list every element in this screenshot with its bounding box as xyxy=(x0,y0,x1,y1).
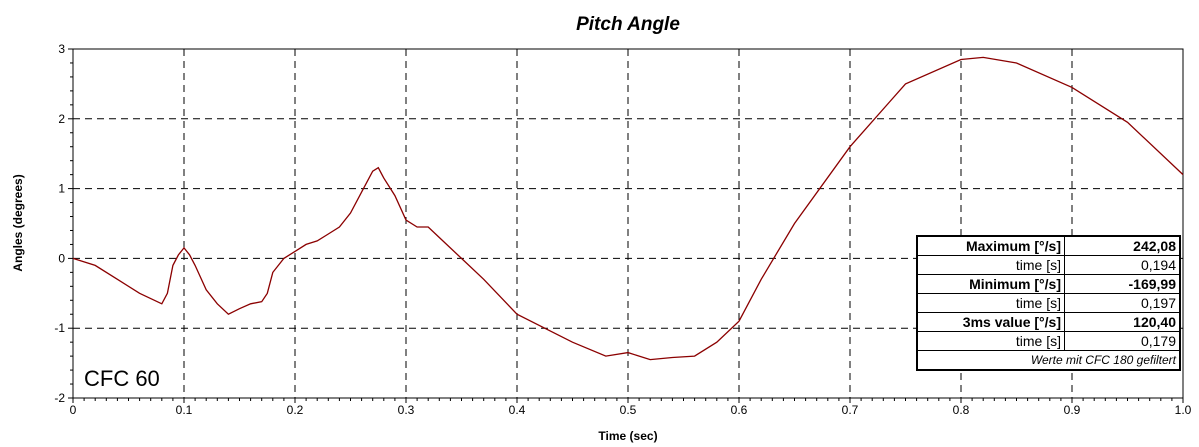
y-tick-label: -1 xyxy=(54,321,65,335)
chart-title: Pitch Angle xyxy=(576,14,680,35)
x-tick-labels: 0 0.1 0.2 0.3 0.4 0.5 0.6 0.7 0.8 0.9 1.0 xyxy=(70,403,1192,417)
stats-value: 242,08 xyxy=(1064,235,1181,256)
stats-label: Minimum [°/s] xyxy=(916,274,1065,294)
stats-table: Maximum [°/s] 242,08 time [s] 0,194 Minimum … xyxy=(916,235,1181,371)
stats-value: 120,40 xyxy=(1064,312,1181,332)
stats-row: Minimum [°/s] -169,99 xyxy=(916,274,1181,294)
x-axis-label: Time (sec) xyxy=(598,429,657,443)
y-tick-label: 1 xyxy=(58,182,65,196)
y-tick-label: 0 xyxy=(58,251,65,265)
stats-label: Maximum [°/s] xyxy=(916,235,1065,256)
x-tick-label: 0.5 xyxy=(620,403,637,417)
stats-value: -169,99 xyxy=(1064,274,1181,294)
x-tick-label: 0.9 xyxy=(1064,403,1081,417)
x-tick-label: 0.7 xyxy=(842,403,859,417)
stats-label: 3ms value [°/s] xyxy=(916,312,1065,332)
y-tick-labels: -2 -1 0 1 2 3 xyxy=(54,42,65,405)
y-tick-label: 3 xyxy=(58,42,65,56)
cfc-annotation: CFC 60 xyxy=(84,366,160,391)
y-axis-label: Angles (degrees) xyxy=(11,174,25,271)
stats-row: 3ms value [°/s] 120,40 xyxy=(916,312,1181,332)
x-tick-label: 1.0 xyxy=(1175,403,1192,417)
stats-value: 0,194 xyxy=(1064,255,1181,275)
x-tick-label: 0 xyxy=(70,403,77,417)
stats-row: Maximum [°/s] 242,08 xyxy=(916,235,1181,256)
stats-row: time [s] 0,179 xyxy=(916,331,1181,351)
stats-label: time [s] xyxy=(916,293,1065,313)
y-tick-label: 2 xyxy=(58,112,65,126)
axis-ticks xyxy=(68,48,1184,403)
y-tick-label: -2 xyxy=(54,391,65,405)
x-tick-label: 0.8 xyxy=(953,403,970,417)
pitch-angle-series-line xyxy=(72,56,1184,361)
stats-label: time [s] xyxy=(916,331,1065,351)
stats-value: 0,197 xyxy=(1064,293,1181,313)
stats-caption: Werte mit CFC 180 gefiltert xyxy=(917,350,1180,370)
stats-value: 0,179 xyxy=(1064,331,1181,351)
x-tick-label: 0.2 xyxy=(287,403,304,417)
x-tick-label: 0.1 xyxy=(176,403,193,417)
x-tick-label: 0.3 xyxy=(398,403,415,417)
x-tick-label: 0.6 xyxy=(731,403,748,417)
stats-label: time [s] xyxy=(916,255,1065,275)
stats-row: time [s] 0,194 xyxy=(916,255,1181,275)
x-tick-label: 0.4 xyxy=(509,403,526,417)
stats-row: time [s] 0,197 xyxy=(916,293,1181,313)
